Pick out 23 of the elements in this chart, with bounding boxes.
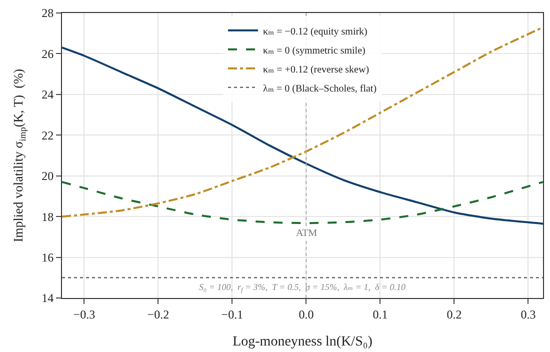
x-axis-title: Log-moneyness ln(K/S₀) (232, 334, 373, 350)
y-tick-label: 18 (42, 210, 54, 224)
legend-label: κₘ = 0 (symmetric smile) (263, 45, 366, 56)
x-tick-label: −0.1 (221, 307, 244, 322)
ref-line-label: ATM (296, 228, 318, 239)
y-tick-label: 26 (42, 46, 54, 61)
legend-label: κₘ = +0.12 (reverse skew) (263, 64, 370, 76)
y-tick-label: 14 (42, 291, 54, 306)
y-tick-label: 20 (42, 169, 54, 184)
x-tick-label: 0.2 (446, 307, 462, 322)
x-tick-label: 0.0 (298, 307, 314, 322)
x-tick-label: 0.3 (520, 307, 536, 322)
x-tick-label: −0.3 (73, 307, 96, 322)
y-tick-label: 24 (42, 88, 54, 102)
y-tick-label: 22 (42, 128, 54, 142)
x-tick-label: −0.2 (147, 307, 170, 322)
y-tick-label: 16 (42, 250, 54, 264)
y-tick-label: 28 (42, 6, 54, 20)
legend-label: λₘ = 0 (Black–Scholes, flat) (263, 83, 377, 94)
annotation: S₀ = 100, r$_{f}$ = 3%, T = 0.5, σ = 15%, λₘ = 1, δ = 0.10 (199, 282, 406, 294)
x-tick-label: 0.1 (372, 307, 388, 322)
line-series (62, 180, 543, 224)
legend-label: κₘ = −0.12 (equity smirk) (263, 26, 368, 38)
